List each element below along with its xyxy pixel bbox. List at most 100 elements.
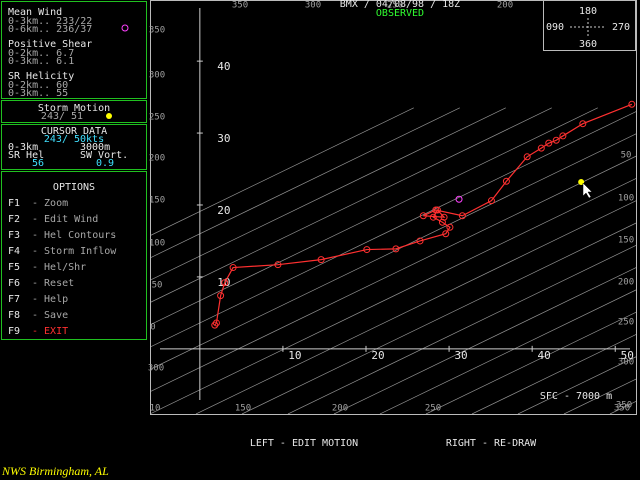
x-tick-label: 10 — [288, 349, 301, 362]
isopleth — [151, 111, 636, 348]
cursor-title: CURSOR DATA — [41, 126, 107, 137]
option-text[interactable]: - Hel/Shr — [32, 262, 86, 273]
header-title: BMX / 04/08/98 / 18Z — [340, 0, 460, 10]
cursor-hel-label: SR Hel — [8, 150, 44, 161]
option-text[interactable]: - Zoom — [32, 198, 68, 209]
option-text[interactable]: - EXIT — [32, 326, 68, 337]
option-key: F1 — [8, 198, 20, 209]
isopleth — [379, 289, 636, 414]
edge-label: 350 — [616, 401, 632, 411]
header-status: OBSERVED — [376, 8, 424, 19]
hodograph-point — [559, 132, 567, 140]
hodograph-point — [212, 319, 220, 327]
option-key: F2 — [8, 214, 20, 225]
edge-label: 300 — [148, 364, 164, 374]
edge-label: 200 — [497, 1, 513, 11]
plot-frame — [150, 0, 637, 415]
range-label: SFC - 7000 m — [540, 391, 612, 402]
hodograph-point — [552, 136, 560, 144]
isopleth — [151, 155, 636, 392]
isopleth — [151, 107, 506, 281]
hodograph-point — [438, 218, 446, 226]
option-text[interactable]: - Hel Contours — [32, 230, 116, 241]
storm-motion-marker — [578, 178, 585, 185]
shear-title: Positive Shear — [8, 39, 92, 50]
panel-frames — [1, 1, 147, 340]
cursor — [582, 182, 593, 199]
isopleth — [151, 107, 460, 258]
office-label: NWS Birmingham, AL — [1, 464, 109, 478]
mean-wind-row: 0-6km.. 236/37 — [8, 24, 92, 35]
left-hint: LEFT - EDIT MOTION — [250, 438, 358, 449]
shear-row: 0-2km.. 6.7 — [8, 48, 74, 59]
helicity-row: 0-3km.. 55 — [8, 88, 68, 99]
edge-label: 200 — [618, 278, 634, 288]
edge-label: 250 — [387, 1, 403, 11]
hodograph-point — [363, 246, 371, 254]
hodograph-point — [487, 197, 495, 205]
cursor-wind: 243/ 50kts — [44, 134, 104, 145]
edge-label: 150 — [618, 236, 634, 246]
x-tick-label: 30 — [454, 349, 467, 362]
x-tick-label: 40 — [538, 349, 551, 362]
hodograph-point — [429, 213, 437, 221]
option-text[interactable]: - Save — [32, 310, 68, 321]
hodograph-point — [274, 261, 282, 269]
edge-label: 50 — [621, 151, 632, 161]
storm-motion-icon — [106, 113, 112, 119]
helicity-row: 0-2km.. 60 — [8, 80, 68, 91]
option-text[interactable]: - Help — [32, 294, 68, 305]
cursor-vort-value: 0.9 — [96, 158, 114, 169]
option-text[interactable]: - Reset — [32, 278, 74, 289]
hodograph-point — [317, 256, 325, 264]
edge-label: 300 — [149, 71, 165, 81]
edge-label: 300 — [305, 1, 321, 11]
option-key: F4 — [8, 246, 20, 257]
hodograph-point — [579, 120, 587, 128]
edge-label: 150 — [149, 196, 165, 206]
isopleth — [471, 334, 636, 414]
isopleth — [241, 222, 636, 414]
option-text[interactable]: - Storm Inflow — [32, 246, 117, 257]
hodograph-point — [446, 223, 454, 231]
isopleth — [151, 133, 636, 370]
isopleth — [333, 267, 636, 414]
hodograph-point — [628, 100, 636, 108]
x-tick-label: 20 — [371, 349, 384, 362]
hodograph-point — [442, 230, 450, 238]
hodograph-point — [419, 212, 427, 220]
option-key: F9 — [8, 326, 20, 337]
edge-label: 250 — [425, 404, 441, 414]
edge-label: 250 — [618, 318, 634, 328]
storm-motion-value: 243/ 51 — [41, 111, 83, 122]
edge-label: 100 — [149, 239, 165, 249]
edge-label: 0 — [150, 323, 155, 333]
hodograph-point — [432, 206, 440, 214]
compass-label: 270 — [612, 22, 630, 33]
edge-label: 250 — [149, 113, 165, 123]
edge-label: 200 — [332, 404, 348, 414]
option-key: F5 — [8, 262, 20, 273]
compass-cross — [570, 18, 606, 37]
y-tick-label: 40 — [217, 60, 230, 73]
edge-label: 200 — [149, 154, 165, 164]
option-text[interactable]: - Edit Wind — [32, 214, 98, 225]
y-tick-label: 30 — [217, 132, 230, 145]
hodograph-point — [545, 139, 553, 147]
hodograph-point — [440, 213, 448, 221]
hodograph-point — [416, 237, 424, 245]
hodograph-point — [502, 177, 510, 185]
isopleth — [151, 107, 414, 236]
compass-label: 180 — [579, 6, 597, 17]
mean-wind-title: Mean Wind — [8, 7, 62, 18]
storm-motion-title: Storm Motion — [38, 103, 110, 114]
isopleth — [151, 107, 598, 325]
edge-label: 50 — [152, 281, 163, 291]
shear-row: 0-3km.. 6.1 — [8, 56, 74, 67]
cursor-height: 3000m — [80, 142, 110, 153]
hodograph-point — [221, 279, 229, 287]
edge-label: 100 — [618, 194, 634, 204]
isopleth — [151, 178, 636, 414]
options-list: F1 - Zoom F2 - Edit Wind F3 - Hel Contours F4 -… — [8, 198, 117, 337]
